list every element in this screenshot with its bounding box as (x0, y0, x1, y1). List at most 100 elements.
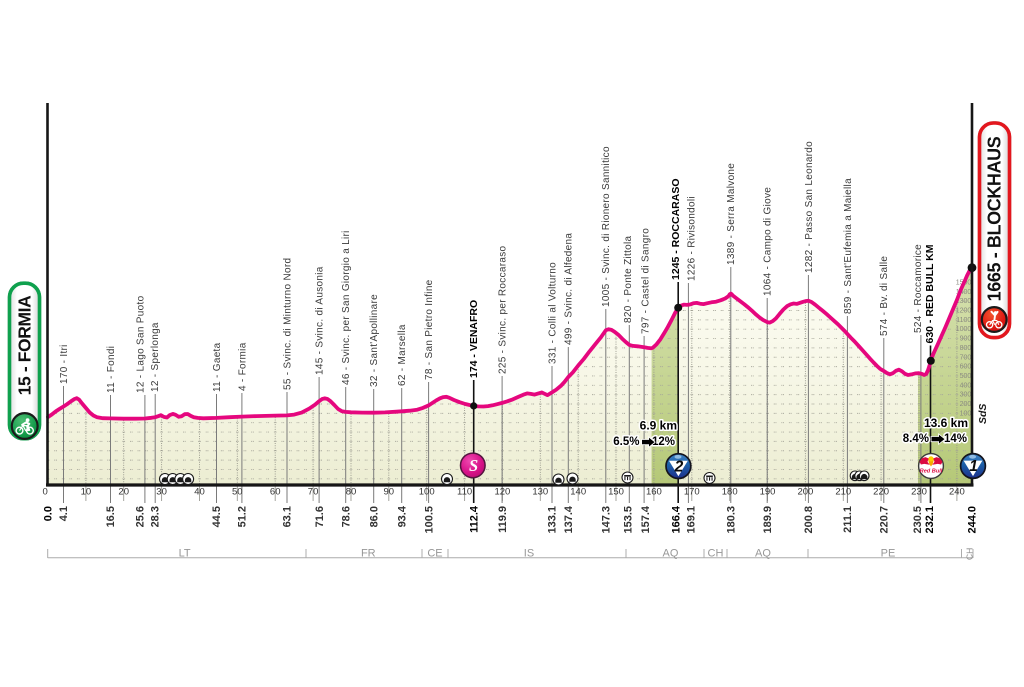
svg-text:PE: PE (881, 548, 896, 560)
svg-text:80: 80 (346, 487, 357, 498)
svg-text:153.5: 153.5 (623, 506, 635, 534)
svg-text:800: 800 (960, 345, 972, 352)
svg-text:244.0: 244.0 (967, 506, 979, 534)
svg-text:11 - Gaeta: 11 - Gaeta (212, 342, 223, 392)
svg-text:700: 700 (960, 354, 972, 361)
svg-text:169.1: 169.1 (686, 506, 698, 534)
svg-text:499 - Svinc. di Alfedena: 499 - Svinc. di Alfedena (564, 233, 575, 345)
svg-text:60: 60 (270, 487, 281, 498)
svg-text:300: 300 (960, 392, 972, 399)
svg-text:FR: FR (361, 548, 376, 560)
svg-text:200: 200 (960, 401, 972, 408)
svg-text:S: S (469, 456, 478, 475)
svg-text:12%: 12% (652, 436, 675, 448)
svg-text:IS: IS (524, 548, 534, 560)
svg-text:112.4: 112.4 (468, 505, 480, 533)
svg-text:400: 400 (960, 382, 972, 389)
svg-text:78.6: 78.6 (340, 506, 352, 527)
svg-text:900: 900 (960, 336, 972, 343)
svg-text:150: 150 (608, 487, 624, 498)
svg-text:524 - Roccamorice: 524 - Roccamorice (913, 244, 924, 333)
svg-text:15 - FORMIA: 15 - FORMIA (15, 295, 35, 395)
svg-text:AQ: AQ (755, 548, 771, 560)
svg-text:14%: 14% (944, 433, 967, 445)
svg-text:1: 1 (969, 458, 978, 475)
svg-text:170: 170 (684, 487, 700, 498)
svg-text:119.9: 119.9 (497, 506, 509, 533)
svg-text:4.1: 4.1 (58, 506, 70, 521)
svg-text:40: 40 (194, 487, 205, 498)
svg-text:220: 220 (873, 487, 889, 498)
svg-text:147.3: 147.3 (601, 506, 613, 534)
svg-text:0: 0 (43, 487, 48, 498)
svg-text:630 - RED BULL KM: 630 - RED BULL KM (924, 244, 936, 343)
svg-text:11 - Fondi: 11 - Fondi (106, 346, 117, 393)
svg-text:166.4: 166.4 (670, 505, 682, 533)
svg-text:SdS: SdS (977, 404, 989, 424)
svg-text:145 - Svinc. di Ausonia: 145 - Svinc. di Ausonia (315, 266, 326, 375)
svg-text:157.4: 157.4 (640, 505, 652, 533)
svg-text:12 - Lago San Puoto: 12 - Lago San Puoto (135, 295, 146, 393)
svg-text:30: 30 (156, 487, 167, 498)
svg-text:200.8: 200.8 (803, 506, 815, 534)
svg-text:220.7: 220.7 (879, 506, 891, 534)
svg-text:1200: 1200 (956, 308, 972, 315)
svg-text:100: 100 (419, 487, 435, 498)
svg-text:44.5: 44.5 (211, 506, 223, 527)
svg-text:240: 240 (949, 487, 965, 498)
svg-text:331 - Colli al Volturno: 331 - Colli al Volturno (547, 262, 558, 364)
svg-text:160: 160 (646, 487, 662, 498)
svg-text:110: 110 (457, 487, 472, 498)
svg-text:86.0: 86.0 (368, 506, 380, 527)
svg-text:225 - Svinc. per Roccaraso: 225 - Svinc. per Roccaraso (498, 245, 509, 374)
svg-text:6.5%: 6.5% (613, 436, 639, 448)
svg-text:AQ: AQ (663, 548, 679, 560)
svg-text:1300: 1300 (956, 298, 972, 305)
svg-text:13.6 km: 13.6 km (924, 416, 968, 430)
svg-text:232.1: 232.1 (924, 506, 936, 534)
svg-text:20: 20 (118, 487, 129, 498)
svg-text:CH: CH (708, 548, 724, 560)
svg-text:90: 90 (384, 487, 395, 498)
svg-text:1282 - Passo San Leonardo: 1282 - Passo San Leonardo (804, 141, 815, 273)
svg-text:1400: 1400 (956, 289, 972, 296)
svg-text:500: 500 (960, 373, 972, 380)
svg-text:120: 120 (494, 487, 510, 498)
svg-text:55 - Svinc. di Minturno Nord: 55 - Svinc. di Minturno Nord (282, 258, 293, 390)
svg-text:1000: 1000 (956, 326, 972, 333)
svg-text:859 - Sant'Eufemia a Maiella: 859 - Sant'Eufemia a Maiella (843, 178, 854, 314)
svg-text:6.9 km: 6.9 km (640, 419, 677, 433)
svg-text:1064 - Campo di Giove: 1064 - Campo di Giove (763, 187, 774, 296)
svg-text:180: 180 (722, 487, 738, 498)
svg-text:820 - Ponte Zittola: 820 - Ponte Zittola (623, 235, 634, 323)
svg-text:16.5: 16.5 (105, 506, 117, 527)
svg-text:174 - VENAFRO: 174 - VENAFRO (468, 300, 480, 378)
svg-text:25.6: 25.6 (135, 506, 147, 527)
svg-text:1005 - Svinc. di Rionero Sanni: 1005 - Svinc. di Rionero Sannitico (601, 146, 612, 307)
svg-text:797 - Castel di Sangro: 797 - Castel di Sangro (641, 228, 652, 334)
svg-text:LT: LT (179, 548, 191, 560)
svg-text:600: 600 (960, 364, 972, 371)
svg-text:170 - Itri: 170 - Itri (59, 344, 70, 384)
svg-text:1100: 1100 (956, 317, 971, 324)
svg-text:210: 210 (835, 487, 851, 498)
svg-text:230.5: 230.5 (912, 506, 924, 534)
svg-text:CH: CH (965, 548, 975, 560)
svg-text:71.6: 71.6 (314, 506, 326, 527)
svg-text:8.4%: 8.4% (903, 433, 929, 445)
svg-text:190: 190 (760, 487, 776, 498)
svg-text:32 - Sant'Apollinare: 32 - Sant'Apollinare (369, 294, 380, 387)
svg-text:230: 230 (911, 487, 927, 498)
svg-text:4 - Formia: 4 - Formia (237, 342, 248, 391)
svg-text:93.4: 93.4 (396, 505, 408, 527)
svg-text:63.1: 63.1 (282, 506, 294, 527)
svg-text:50: 50 (232, 487, 243, 498)
svg-text:CE: CE (427, 548, 442, 560)
svg-text:100.5: 100.5 (423, 506, 435, 534)
svg-text:137.4: 137.4 (563, 505, 575, 533)
svg-text:51.2: 51.2 (237, 506, 249, 527)
svg-text:12 - Sperlonga: 12 - Sperlonga (150, 322, 161, 392)
svg-text:189.9: 189.9 (762, 506, 774, 534)
svg-text:46 - Svinc. per San Giorgio a: 46 - Svinc. per San Giorgio a Liri (341, 230, 352, 385)
svg-text:1665 - BLOCKHAUS: 1665 - BLOCKHAUS (985, 136, 1005, 301)
